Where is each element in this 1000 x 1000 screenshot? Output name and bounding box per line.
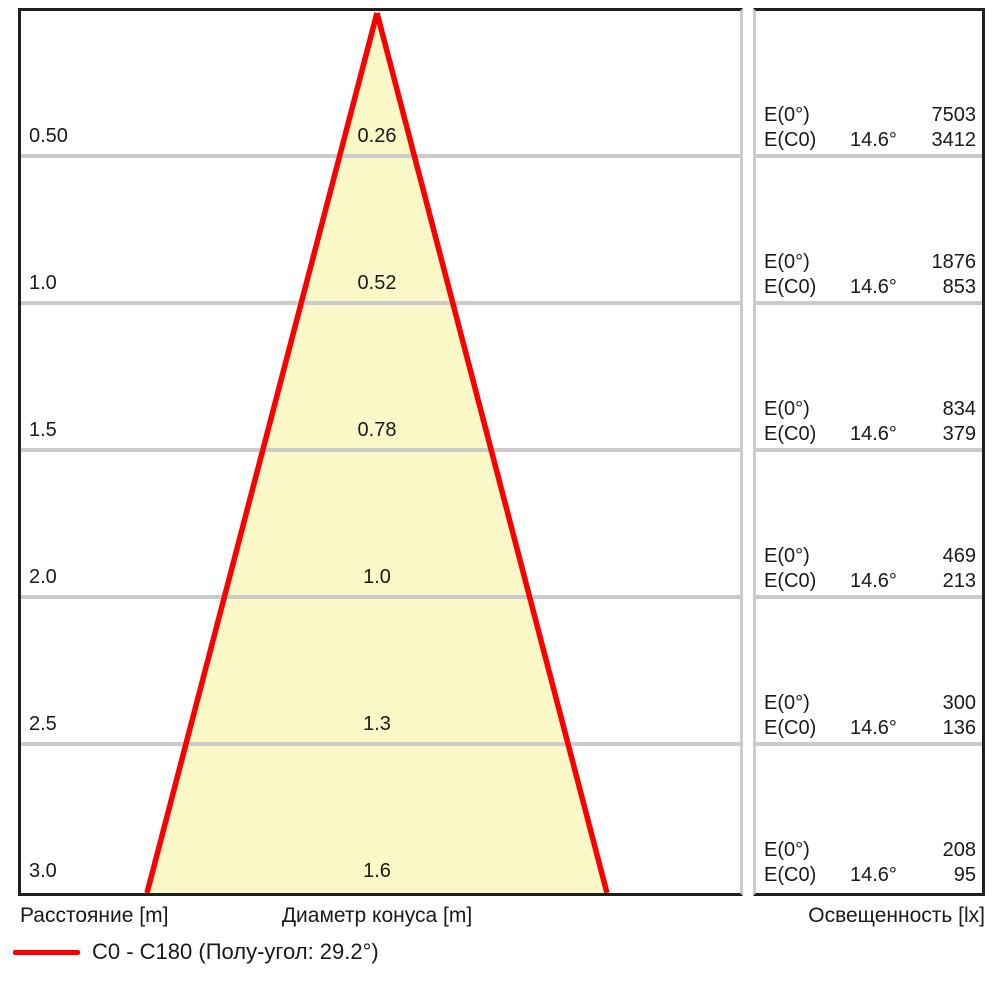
grid-lines-right xyxy=(756,11,982,893)
cone-fill-shape xyxy=(147,11,607,893)
ec0-label: E(C0) xyxy=(764,129,817,151)
illuminance-panel: E(0°) 7503 E(C0) 14.6° 3412 E(0°) 1876 E(C0)… xyxy=(753,8,985,896)
grid-row xyxy=(21,305,740,452)
ec0-line: E(C0) 14.6° 3412 xyxy=(764,128,976,153)
axis-captions: Расстояние [m] Диаметр конуса [m] Освеще… xyxy=(18,904,985,930)
ec0-line: E(C0) 14.6° 379 xyxy=(764,422,976,447)
ec0-value: 95 xyxy=(953,864,976,886)
e0-line: E(0°) 300 xyxy=(764,691,976,716)
ec0-line: E(C0) 14.6° 136 xyxy=(764,716,976,741)
ec0-value: 3412 xyxy=(931,129,977,151)
illuminance-row: E(0°) 1876 E(C0) 14.6° 853 xyxy=(756,250,982,300)
e0-value: 469 xyxy=(942,545,976,567)
grid-lines xyxy=(21,11,740,893)
grid-row xyxy=(756,599,982,746)
grid-row xyxy=(21,599,740,746)
ec0-line: E(C0) 14.6° 853 xyxy=(764,275,976,300)
light-cone-chart: 0.50 1.0 1.5 2.0 2.5 3.0 0.26 0.52 0.78 … xyxy=(18,8,985,896)
angle-value: 14.6° xyxy=(850,276,897,298)
grid-row xyxy=(21,11,740,158)
distance-label: 2.5 xyxy=(29,713,57,735)
illuminance-row: E(0°) 834 E(C0) 14.6° 379 xyxy=(756,397,982,447)
grid-row xyxy=(756,11,982,158)
e0-line: E(0°) 208 xyxy=(764,838,976,863)
distance-label: 3.0 xyxy=(29,860,57,882)
angle-value: 14.6° xyxy=(850,570,897,592)
ec0-label: E(C0) xyxy=(764,717,817,739)
distance-label: 1.0 xyxy=(29,272,57,294)
e0-label: E(0°) xyxy=(764,839,810,861)
grid-row xyxy=(756,452,982,599)
legend-label: C0 - C180 (Полу-угол: 29.2°) xyxy=(92,939,379,964)
ec0-label: E(C0) xyxy=(764,423,817,445)
diameter-label: 0.78 xyxy=(357,419,397,441)
e0-line: E(0°) 1876 xyxy=(764,250,976,275)
distance-label: 2.0 xyxy=(29,566,57,588)
grid-row xyxy=(21,452,740,599)
ec0-label: E(C0) xyxy=(764,570,817,592)
e0-value: 834 xyxy=(942,398,976,420)
angle-value: 14.6° xyxy=(850,129,897,151)
ec0-label: E(C0) xyxy=(764,864,817,886)
distance-label: 1.5 xyxy=(29,419,57,441)
e0-value: 7503 xyxy=(931,104,977,126)
grid-row xyxy=(756,305,982,452)
e0-value: 1876 xyxy=(931,251,977,273)
legend: C0 - C180 (Полу-угол: 29.2°) xyxy=(13,938,379,966)
ec0-line: E(C0) 14.6° 213 xyxy=(764,569,976,594)
cone-labels: 0.50 1.0 1.5 2.0 2.5 3.0 0.26 0.52 0.78 … xyxy=(21,11,740,893)
e0-line: E(0°) 834 xyxy=(764,397,976,422)
ec0-value: 213 xyxy=(942,570,976,592)
e0-label: E(0°) xyxy=(764,104,810,126)
illuminance-row: E(0°) 300 E(C0) 14.6° 136 xyxy=(756,691,982,741)
cone-panel: 0.50 1.0 1.5 2.0 2.5 3.0 0.26 0.52 0.78 … xyxy=(18,8,743,896)
e0-value: 208 xyxy=(942,839,976,861)
ec0-line: E(C0) 14.6° 95 xyxy=(764,863,976,888)
angle-value: 14.6° xyxy=(850,717,897,739)
grid-row xyxy=(756,158,982,305)
ec0-label: E(C0) xyxy=(764,276,817,298)
diameter-label: 1.6 xyxy=(363,860,391,882)
diameter-label: 0.52 xyxy=(357,272,397,294)
cone-edge-lines xyxy=(144,12,610,893)
legend-line-swatch xyxy=(13,949,80,955)
illuminance-row: E(0°) 7503 E(C0) 14.6° 3412 xyxy=(756,103,982,153)
e0-label: E(0°) xyxy=(764,545,810,567)
grid-row xyxy=(21,158,740,305)
diameter-label: 0.26 xyxy=(357,125,397,147)
diameter-label: 1.0 xyxy=(363,566,391,588)
diameter-label: 1.3 xyxy=(363,713,391,735)
e0-line: E(0°) 7503 xyxy=(764,103,976,128)
e0-label: E(0°) xyxy=(764,251,810,273)
e0-line: E(0°) 469 xyxy=(764,544,976,569)
e0-label: E(0°) xyxy=(764,692,810,714)
e0-value: 300 xyxy=(942,692,976,714)
ec0-value: 853 xyxy=(942,276,976,298)
diameter-axis-label: Диаметр конуса [m] xyxy=(281,904,473,927)
distance-axis-label: Расстояние [m] xyxy=(20,904,169,927)
illuminance-values: E(0°) 7503 E(C0) 14.6° 3412 E(0°) 1876 E(C0)… xyxy=(756,11,982,893)
ec0-value: 136 xyxy=(942,717,976,739)
illuminance-axis-label: Освещенность [lx] xyxy=(808,904,985,927)
illuminance-row: E(0°) 208 E(C0) 14.6° 95 xyxy=(756,838,982,888)
angle-value: 14.6° xyxy=(850,423,897,445)
illuminance-row: E(0°) 469 E(C0) 14.6° 213 xyxy=(756,544,982,594)
e0-label: E(0°) xyxy=(764,398,810,420)
distance-label: 0.50 xyxy=(29,125,68,147)
angle-value: 14.6° xyxy=(850,864,897,886)
ec0-value: 379 xyxy=(942,423,976,445)
